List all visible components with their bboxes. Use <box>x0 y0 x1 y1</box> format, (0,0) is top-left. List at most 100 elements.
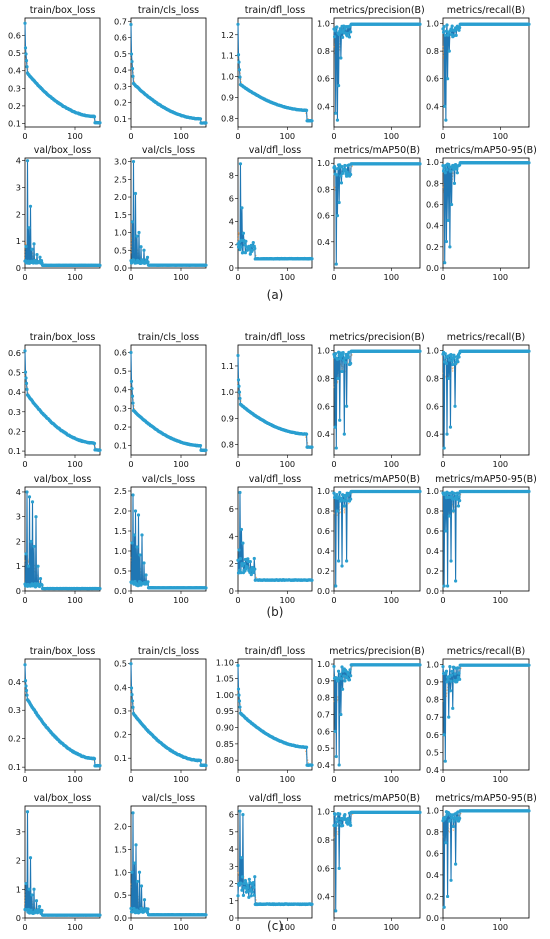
data-point <box>349 30 353 34</box>
data-point <box>333 425 337 429</box>
data-point <box>338 812 342 816</box>
y-tick-label: 0 <box>229 586 234 596</box>
subplot-title: train/box_loss <box>30 646 96 657</box>
data-point <box>343 167 348 172</box>
data-point <box>448 425 453 429</box>
y-tick-label: 2.5 <box>114 174 127 184</box>
data-point <box>446 218 450 223</box>
data-point <box>448 689 453 693</box>
x-tick-label: 100 <box>384 459 400 469</box>
y-tick-label: 1.0 <box>114 867 127 877</box>
data-point <box>449 559 453 563</box>
y-tick-label: 0.8 <box>426 178 439 188</box>
data-point <box>450 24 454 28</box>
axes-frame <box>130 157 207 269</box>
data-point <box>131 401 135 405</box>
data-point <box>334 111 338 115</box>
y-tick-label: 0.6 <box>317 401 330 411</box>
y-tick-label: 0.6 <box>426 401 439 411</box>
data-point <box>450 202 454 207</box>
y-tick-label: 0.2 <box>317 566 330 576</box>
y-tick-label: 1.2 <box>221 30 234 40</box>
y-tick-label: 0.85 <box>216 739 234 749</box>
axes-frame <box>24 17 101 128</box>
data-point <box>252 885 256 889</box>
y-tick-label: 1.0 <box>317 346 330 356</box>
y-tick-label: 0.4 <box>426 546 439 556</box>
data-point <box>92 115 97 119</box>
y-tick-label: 0.5 <box>114 659 127 669</box>
data-point <box>132 533 137 537</box>
y-tick-label: 0.4 <box>8 387 21 397</box>
data-point <box>27 226 31 230</box>
data-point <box>332 491 336 495</box>
data-point <box>335 820 339 824</box>
y-tick-label: 0.0 <box>426 586 439 596</box>
y-tick-label: 2 <box>16 536 21 546</box>
data-point <box>442 905 446 909</box>
data-point <box>444 529 448 533</box>
data-point <box>139 884 144 888</box>
data-point <box>129 22 133 27</box>
data-point <box>445 23 449 27</box>
data-point <box>246 886 250 890</box>
y-tick-label: 1.5 <box>114 844 127 854</box>
data-point <box>333 812 337 817</box>
y-tick-label: 1.1 <box>221 361 234 371</box>
y-tick-label: 0.2 <box>426 891 439 901</box>
data-point <box>238 396 242 401</box>
x-tick-label: 100 <box>280 459 296 469</box>
data-point <box>340 564 344 568</box>
subplot-title: metrics/precision(B) <box>329 332 425 343</box>
data-point <box>335 214 340 218</box>
data-point <box>452 355 457 359</box>
y-tick-label: 0.2 <box>114 422 127 432</box>
y-tick-label: 4 <box>16 487 21 497</box>
data-point <box>455 171 459 175</box>
y-tick-label: 2.5 <box>114 486 127 496</box>
y-tick-label: 0.8 <box>221 440 234 450</box>
x-tick-label: 100 <box>173 131 189 141</box>
data-point <box>332 664 336 669</box>
data-point <box>131 159 136 164</box>
data-point <box>448 169 453 173</box>
data-point <box>130 386 134 391</box>
subplot-title: val/cls_loss <box>142 145 195 156</box>
x-tick-label: 0 <box>331 459 336 469</box>
data-point <box>23 349 27 353</box>
axes-frame <box>237 486 313 592</box>
data-point <box>451 706 455 710</box>
data-point <box>134 843 138 847</box>
data-point <box>251 240 255 245</box>
data-point <box>38 255 42 259</box>
data-point <box>442 584 446 588</box>
data-point <box>142 248 146 252</box>
y-tick-label: 0.3 <box>114 706 127 716</box>
data-point <box>458 677 462 681</box>
panel-label: (a) <box>267 288 284 302</box>
x-tick-label: 100 <box>67 922 83 932</box>
data-point <box>349 497 353 501</box>
data-point <box>204 121 208 125</box>
x-tick-label: 100 <box>493 131 509 141</box>
data-point <box>131 705 135 709</box>
data-point <box>336 84 341 88</box>
y-tick-label: 0.4 <box>114 65 127 75</box>
y-tick-label: 0.95 <box>216 706 234 716</box>
data-point <box>23 663 27 667</box>
data-point <box>98 448 102 452</box>
data-point <box>144 573 148 577</box>
y-tick-label: 0.5 <box>114 49 127 59</box>
data-point <box>130 66 135 71</box>
data-point <box>236 894 240 898</box>
data-point <box>238 809 242 813</box>
y-tick-label: 3 <box>16 512 21 522</box>
data-point <box>129 350 133 355</box>
x-tick-label: 100 <box>67 131 83 141</box>
